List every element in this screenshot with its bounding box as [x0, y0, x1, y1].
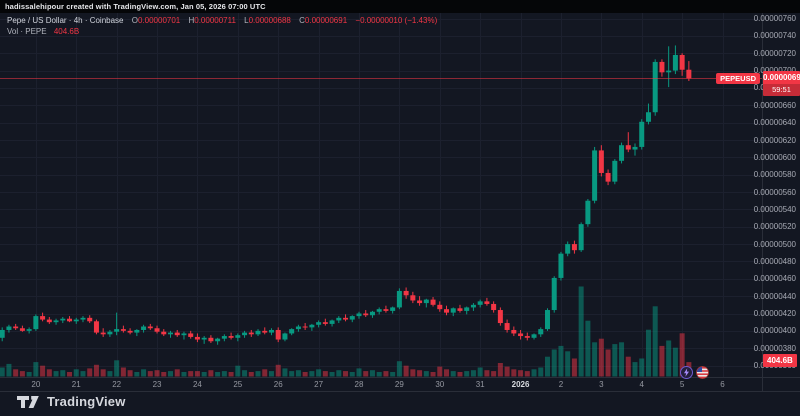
- last-price-value: 0.00000691: [763, 73, 800, 82]
- time-tick-label: 2026: [511, 380, 530, 389]
- price-tick-label: 0.00000720: [753, 48, 796, 58]
- open-label: O: [131, 16, 138, 25]
- price-tick-label: 0.00000480: [753, 256, 796, 266]
- time-tick-label: 30: [435, 380, 445, 389]
- volume-value: 404.6B: [53, 27, 80, 36]
- time-tick-label: 5: [679, 380, 685, 389]
- time-tick-label: 25: [233, 380, 243, 389]
- symbol-legend[interactable]: Pepe / US Dollar · 4h · Coinbase O0.0000…: [7, 16, 437, 25]
- price-tick-label: 0.00000640: [753, 118, 796, 128]
- volume-label: Vol · PEPE: [7, 27, 47, 36]
- price-tick-label: 0.00000600: [753, 152, 796, 162]
- price-tick-label: 0.00000740: [753, 31, 796, 41]
- high-label: H: [188, 16, 195, 25]
- tradingview-logo-text: TradingView: [47, 394, 126, 409]
- price-tick-label: 0.00000500: [753, 239, 796, 249]
- time-tick-label: 27: [314, 380, 324, 389]
- price-tick-label: 0.00000520: [753, 222, 796, 232]
- time-tick-label: 26: [273, 380, 283, 389]
- grid: [0, 13, 762, 377]
- candles: [0, 45, 692, 345]
- price-tick-label: 0.00000440: [753, 291, 796, 301]
- us-flag-event-icon[interactable]: [696, 366, 709, 379]
- time-tick-label: 20: [31, 380, 41, 389]
- last-price-axis-label: 0.00000691 59:51: [763, 71, 800, 96]
- time-tick-label: 22: [112, 380, 122, 389]
- tradingview-logo-icon: [17, 395, 39, 408]
- price-tick-label: 0.00000420: [753, 309, 796, 318]
- lightning-event-icon[interactable]: [680, 366, 693, 379]
- time-tick-label: 29: [394, 380, 404, 389]
- time-tick-label: 21: [71, 380, 81, 389]
- attribution-bar: hadissalehipour created with TradingView…: [0, 0, 800, 13]
- open-value: 0.00000701: [137, 16, 181, 25]
- time-tick-label: 23: [152, 380, 162, 389]
- time-tick-label: 31: [475, 380, 485, 389]
- price-tick-label: 0.00000760: [753, 14, 796, 24]
- close-label: C: [299, 16, 305, 25]
- time-tick-label: 4: [639, 380, 644, 389]
- price-tick-label: 0.00000700: [754, 65, 796, 76]
- time-tick-label: 6: [720, 380, 725, 389]
- symbol-price-tag: PEPEUSD: [716, 73, 760, 84]
- volume-legend[interactable]: Vol · PEPE 404.6B: [7, 27, 79, 36]
- price-tick-label: 0.00000460: [753, 274, 796, 284]
- time-tick-label: 24: [192, 380, 202, 389]
- price-tick-label: 0.00000660: [753, 100, 796, 110]
- price-tick-label: 0.00000560: [753, 187, 796, 197]
- time-tick-label: 2: [558, 380, 564, 389]
- change-value: −0.00000010 (−1.43%): [355, 16, 438, 25]
- bar-countdown: 59:51: [763, 84, 800, 96]
- high-value: 0.00000711: [194, 16, 236, 25]
- price-tick-label: 0.00000540: [753, 204, 796, 214]
- low-label: L: [244, 16, 249, 25]
- price-tick-label: 0.00000380: [753, 343, 796, 353]
- symbol-title[interactable]: Pepe / US Dollar · 4h · Coinbase: [7, 16, 124, 25]
- low-value: 0.00000688: [248, 16, 291, 25]
- volume-axis-label: 404.6B: [763, 354, 797, 367]
- tradingview-logo[interactable]: TradingView: [16, 394, 126, 409]
- time-tick-label: 28: [354, 380, 364, 389]
- time-tick-label: 3: [599, 380, 604, 389]
- price-tick-label: 0.00000620: [753, 135, 796, 145]
- close-value: 0.00000691: [304, 16, 348, 25]
- price-tick-label: 0.00000400: [753, 326, 796, 336]
- price-tick-label: 0.00000580: [753, 170, 796, 180]
- volume-bars: [0, 286, 692, 377]
